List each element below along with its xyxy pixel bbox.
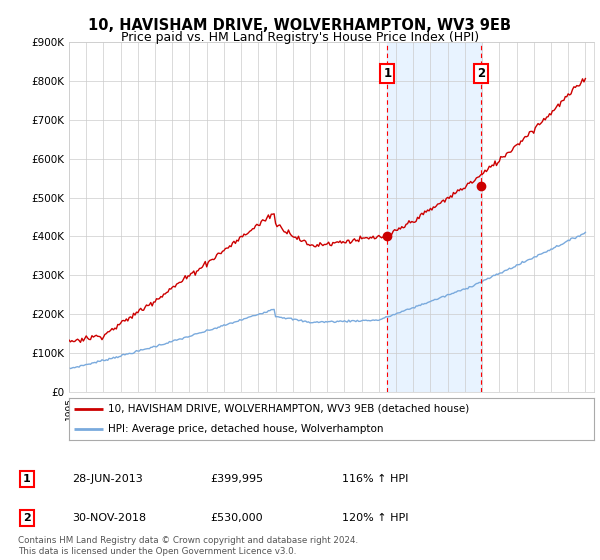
Text: £399,995: £399,995 [210,474,263,484]
Text: Price paid vs. HM Land Registry's House Price Index (HPI): Price paid vs. HM Land Registry's House … [121,31,479,44]
Text: 10, HAVISHAM DRIVE, WOLVERHAMPTON, WV3 9EB (detached house): 10, HAVISHAM DRIVE, WOLVERHAMPTON, WV3 9… [109,404,470,414]
Text: 10, HAVISHAM DRIVE, WOLVERHAMPTON, WV3 9EB: 10, HAVISHAM DRIVE, WOLVERHAMPTON, WV3 9… [89,18,511,33]
Text: HPI: Average price, detached house, Wolverhampton: HPI: Average price, detached house, Wolv… [109,424,384,434]
Text: 120% ↑ HPI: 120% ↑ HPI [342,513,409,523]
Text: 116% ↑ HPI: 116% ↑ HPI [342,474,409,484]
Text: 30-NOV-2018: 30-NOV-2018 [72,513,146,523]
Bar [387,42,481,392]
Text: 2: 2 [476,67,485,80]
Text: £530,000: £530,000 [210,513,263,523]
Text: Contains HM Land Registry data © Crown copyright and database right 2024.
This d: Contains HM Land Registry data © Crown c… [18,536,358,556]
Text: 28-JUN-2013: 28-JUN-2013 [72,474,143,484]
Text: 1: 1 [23,474,31,484]
Text: 2: 2 [23,513,31,523]
Text: 1: 1 [383,67,391,80]
